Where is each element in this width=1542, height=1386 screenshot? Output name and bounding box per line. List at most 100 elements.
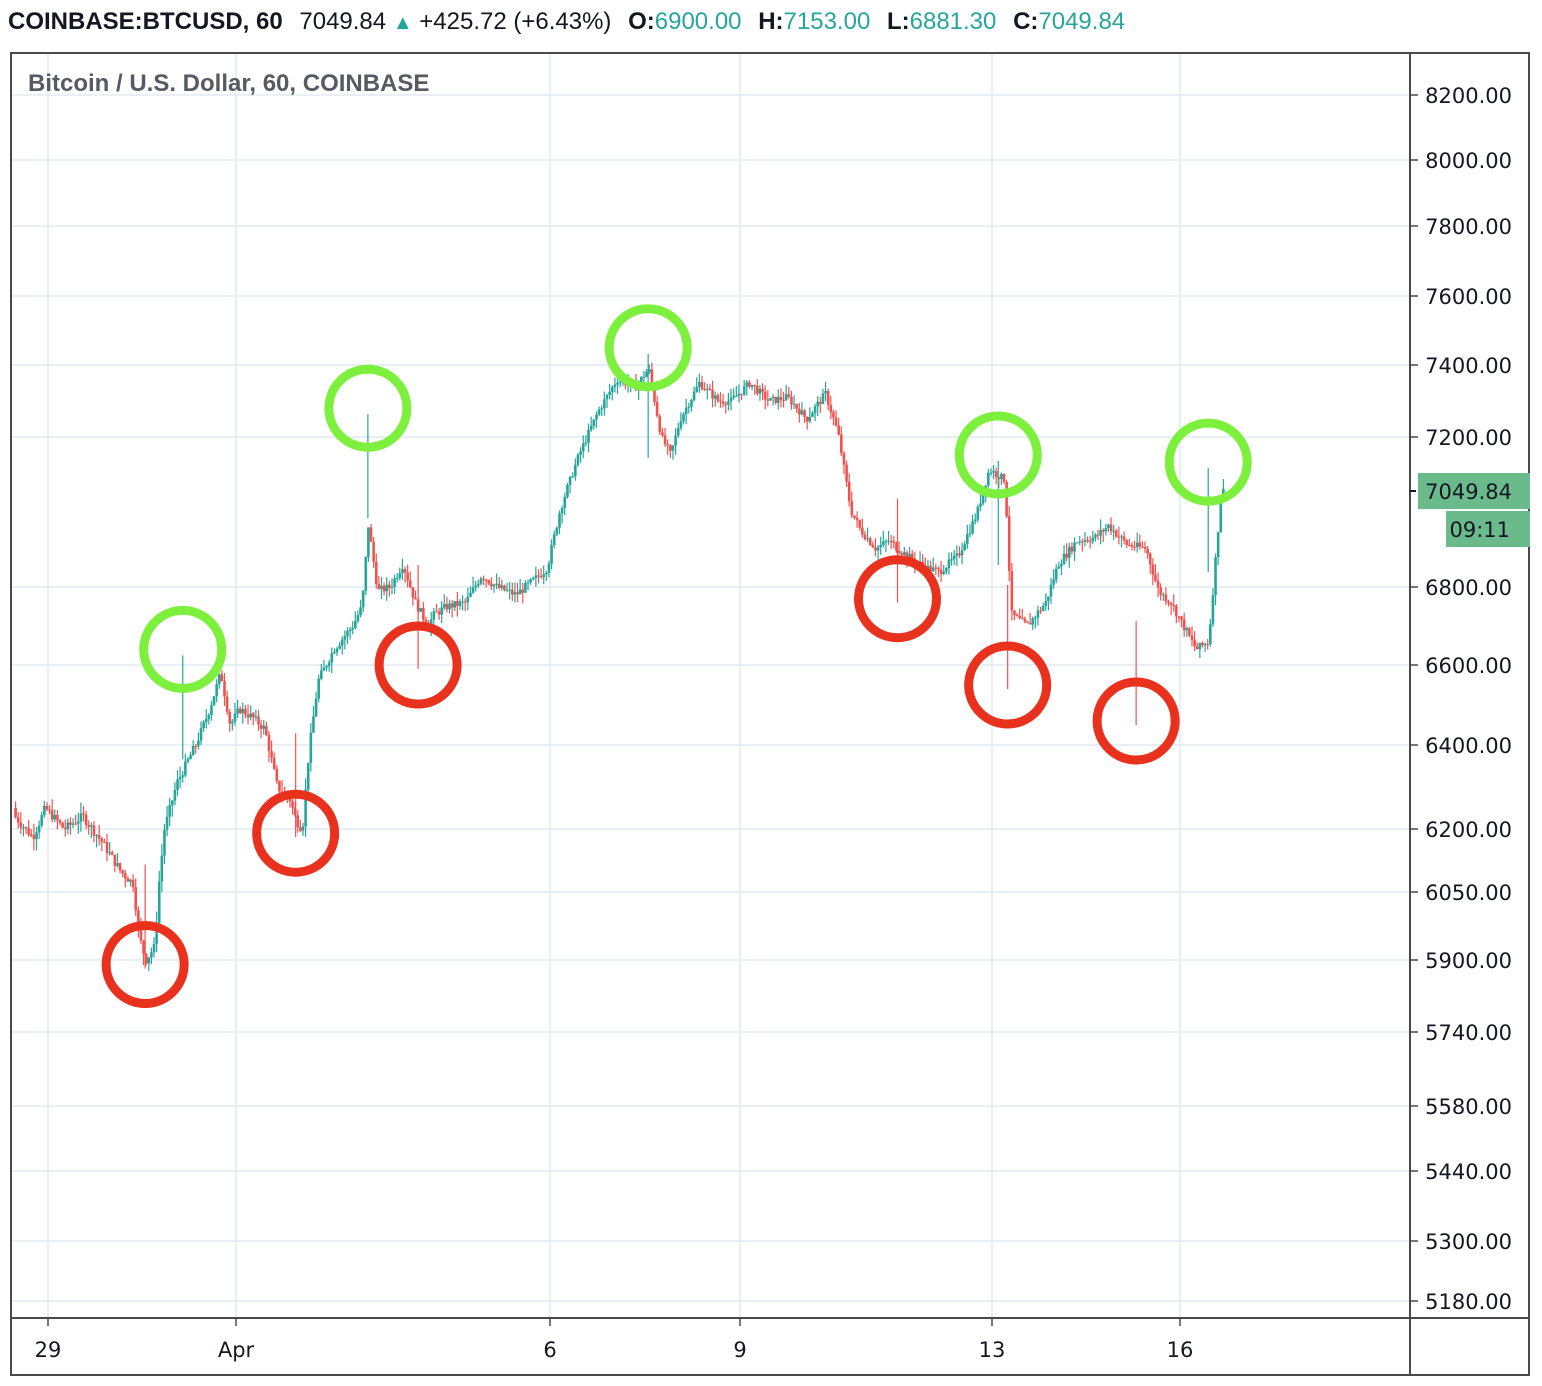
candle-body <box>254 716 258 718</box>
candle-body <box>1070 546 1074 552</box>
candle-body <box>889 541 893 543</box>
candle-body <box>56 814 59 821</box>
candle-body <box>811 412 814 417</box>
candle-body <box>374 561 378 585</box>
candlestick-series <box>14 353 1225 971</box>
y-tick-label: 5180.00 <box>1425 1290 1512 1314</box>
candle-body <box>364 556 368 591</box>
candle-body <box>32 835 36 840</box>
candle-body <box>382 585 386 592</box>
candle-body <box>1190 635 1194 640</box>
candle-body <box>563 496 567 508</box>
candle-body <box>740 393 743 395</box>
candle-body <box>942 571 945 575</box>
candle-body <box>160 855 164 882</box>
candle-body <box>1028 622 1032 625</box>
candle-body <box>547 563 551 573</box>
x-tick-label: 13 <box>979 1338 1006 1362</box>
chart-frame[interactable] <box>10 52 1530 1376</box>
candle-body <box>542 574 546 577</box>
candle-body <box>217 674 221 685</box>
candle-body <box>108 852 111 854</box>
candle-body <box>687 406 691 408</box>
candle-body <box>840 434 843 454</box>
open-value: 6900.00 <box>654 8 742 35</box>
candle-body <box>419 608 423 612</box>
candle-body <box>581 443 585 452</box>
candle-body <box>306 762 310 790</box>
candle-body <box>708 388 712 390</box>
candle-body <box>1122 536 1126 541</box>
candle-body <box>466 596 470 603</box>
candle-body <box>724 403 728 405</box>
candle-body <box>262 725 266 729</box>
candle-body <box>550 545 553 564</box>
candle-body <box>600 408 604 410</box>
candle-body <box>1039 610 1042 612</box>
low-label: L: <box>886 8 910 35</box>
candle-body <box>987 472 990 486</box>
candle-body <box>299 827 302 831</box>
candle-body <box>1047 596 1050 602</box>
candle-body <box>442 604 446 608</box>
candle-body <box>69 822 72 825</box>
candle-body <box>267 735 271 752</box>
candle-body <box>152 943 156 953</box>
candle-body <box>574 464 577 477</box>
chart-legend-title[interactable]: Bitcoin / U.S. Dollar, 60, COINBASE <box>28 70 430 97</box>
candle-body <box>524 582 527 593</box>
candle-body <box>1161 594 1165 596</box>
candle-body <box>616 382 619 385</box>
candle-body <box>787 394 791 397</box>
candle-body <box>317 678 320 699</box>
candle-body <box>1148 553 1152 565</box>
candle-body <box>647 369 651 372</box>
candle-body <box>597 409 601 415</box>
candle-body <box>176 779 179 790</box>
candle-body <box>103 841 106 843</box>
candle-body <box>1018 615 1021 619</box>
symbol-name[interactable]: COINBASE:BTCUSD, 60 <box>8 8 283 35</box>
candle-body <box>992 471 995 473</box>
candle-body <box>212 696 216 706</box>
candle-body <box>1146 548 1149 554</box>
candle-body <box>1099 530 1102 536</box>
candle-body <box>1013 610 1016 615</box>
candle-body <box>1010 570 1014 611</box>
candle-body <box>695 386 699 392</box>
candle-body <box>1120 536 1123 538</box>
candle-body <box>335 648 339 653</box>
candle-body <box>819 401 822 404</box>
candle-body <box>490 583 493 587</box>
candle-body <box>45 805 49 810</box>
candle-body <box>246 714 250 718</box>
candle-body <box>361 590 365 608</box>
candle-body <box>134 887 138 911</box>
candle-body <box>505 589 509 591</box>
candle-body <box>74 823 77 825</box>
candle-body <box>79 813 83 822</box>
x-tick-label: 29 <box>35 1338 62 1362</box>
candle-body <box>178 777 182 780</box>
candle-body <box>144 953 148 964</box>
candle-body <box>249 713 252 718</box>
swing-high-marker <box>324 364 412 452</box>
candle-body <box>403 569 407 573</box>
candle-body <box>1203 643 1207 646</box>
candle-body <box>1049 584 1053 597</box>
candle-body <box>837 425 840 435</box>
candle-body <box>976 506 980 520</box>
candle-body <box>526 582 530 584</box>
candle-body <box>241 709 245 713</box>
candle-body <box>29 834 33 836</box>
y-tick-label: 8000.00 <box>1425 149 1512 173</box>
candle-body <box>312 716 315 733</box>
candle-body <box>684 407 688 415</box>
countdown-label: 09:11 <box>1449 518 1510 542</box>
candle-body <box>1104 527 1108 532</box>
candle-body <box>545 572 548 575</box>
candle-body <box>576 454 580 465</box>
candle-body <box>784 394 788 401</box>
candle-body <box>981 491 985 504</box>
